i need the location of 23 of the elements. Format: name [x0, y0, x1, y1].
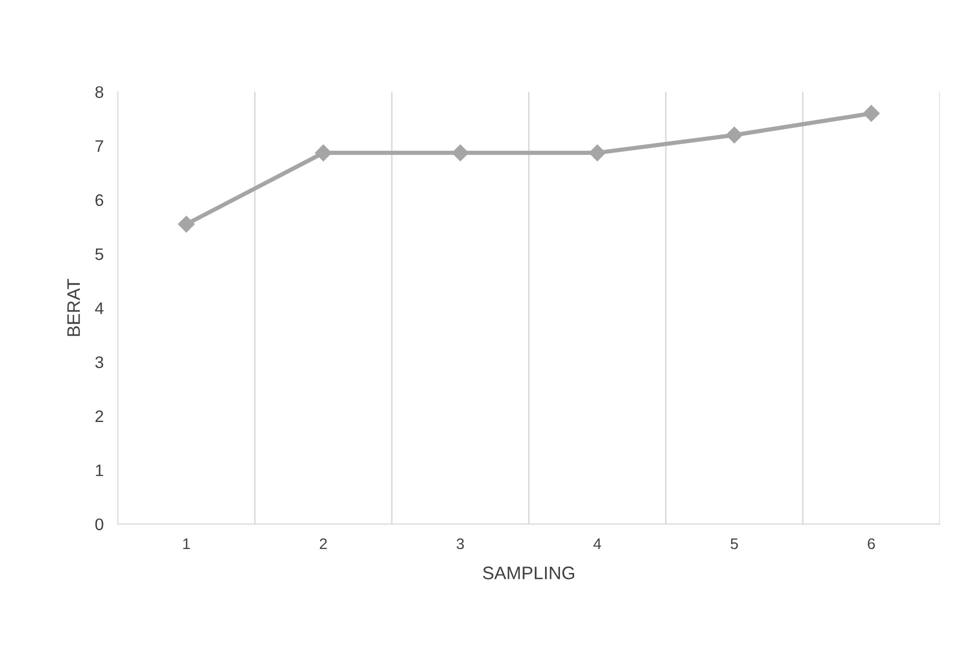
- x-tick-label: 1: [183, 538, 190, 550]
- y-tick-label: 4: [95, 302, 104, 314]
- x-tick-label: 6: [868, 538, 875, 550]
- point: [314, 144, 332, 162]
- point: [726, 126, 743, 144]
- x-tick-label: 4: [593, 538, 602, 550]
- point: [588, 144, 606, 162]
- y-axis-title: BERAT: [67, 278, 80, 336]
- y-tick-label: 2: [96, 410, 104, 422]
- y-tick-label: 5: [95, 248, 104, 260]
- y-tick-label: 7: [96, 140, 104, 152]
- x-tick-label: 2: [320, 538, 327, 550]
- y-tick-label: 6: [96, 194, 104, 206]
- y-tick-label: 1: [96, 464, 104, 476]
- x-axis-title: SAMPLING: [482, 566, 574, 580]
- y-tick-label: 8: [95, 86, 104, 98]
- x-tick-label: 5: [730, 538, 738, 550]
- point: [178, 216, 195, 233]
- y-tick-label: 3: [95, 356, 104, 368]
- y-tick-label: 0: [95, 518, 104, 530]
- point: [452, 144, 469, 162]
- x-tick-label: 3: [456, 538, 464, 550]
- point: [862, 105, 880, 122]
